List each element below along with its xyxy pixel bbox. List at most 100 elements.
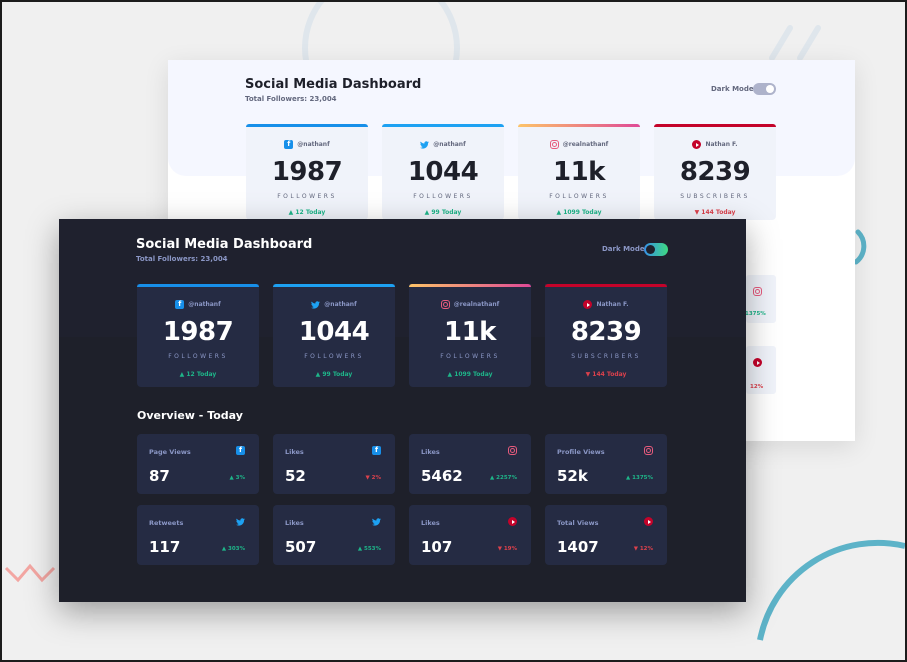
light-card-instagram[interactable]: @realnathanf 11k FOLLOWERS ▲ 1099 Today [518, 124, 640, 220]
twitter-icon [311, 300, 321, 309]
facebook-icon: f [372, 446, 381, 455]
card-head: @realnathanf [518, 140, 640, 149]
overview-label: Total Views [557, 519, 599, 527]
card-count: 8239 [570, 317, 642, 347]
dark-card-twitter[interactable]: @nathanf 1044 FOLLOWERS ▲ 99 Today [273, 284, 395, 387]
card-caption: FOLLOWERS [440, 353, 500, 360]
card-head: f @nathanf [137, 300, 259, 309]
dark-card-facebook[interactable]: f @nathanf 1987 FOLLOWERS ▲ 12 Today [137, 284, 259, 387]
overview-value: 5462 [421, 467, 463, 485]
overview-card-youtube-likes[interactable]: Likes 107 ▼ 19% [409, 505, 531, 565]
twitter-icon [372, 517, 381, 526]
overview-pct: 1375% [745, 311, 766, 317]
overview-label: Profile Views [557, 448, 605, 456]
card-handle: @nathanf [188, 301, 221, 308]
youtube-icon [508, 517, 517, 526]
light-total-followers: Total Followers: 23,004 [245, 95, 337, 103]
facebook-icon: f [284, 140, 294, 149]
overview-card-facebook-likes[interactable]: Likes f 52 ▼ 2% [273, 434, 395, 494]
overview-label: Likes [285, 448, 304, 456]
card-count: 1044 [298, 317, 370, 347]
instagram-icon [753, 287, 762, 296]
light-card-facebook[interactable]: f @nathanf 1987 FOLLOWERS ▲ 12 Today [246, 124, 368, 220]
light-page-title: Social Media Dashboard [245, 77, 422, 92]
overview-card-facebook-page-views[interactable]: Page Views f 87 ▲ 3% [137, 434, 259, 494]
instagram-icon [644, 446, 653, 455]
card-caption: SUBSCRIBERS [571, 353, 641, 360]
dark-dark-mode-label: Dark Mode [602, 245, 645, 253]
overview-pct: ▲ 2257% [490, 475, 517, 481]
facebook-icon: f [236, 446, 245, 455]
card-caption: SUBSCRIBERS [680, 193, 750, 200]
card-accent-bar [409, 284, 531, 287]
decor-zigzag [4, 563, 56, 583]
instagram-icon [440, 300, 450, 309]
overview-value: 507 [285, 538, 317, 556]
light-overview-card-instagram[interactable]: 1375% [745, 275, 776, 323]
card-accent-bar [273, 284, 395, 287]
dark-mode-toggle[interactable] [644, 243, 668, 256]
twitter-icon [420, 140, 430, 149]
overview-pct: ▲ 1375% [626, 475, 653, 481]
card-handle: Nathan F. [596, 301, 629, 308]
card-handle: @nathanf [433, 141, 466, 148]
toggle-knob [766, 85, 774, 93]
card-accent-bar [654, 124, 776, 127]
card-delta: ▲ 12 Today [179, 371, 217, 378]
card-caption: FOLLOWERS [168, 353, 228, 360]
overview-card-instagram-likes[interactable]: Likes 5462 ▲ 2257% [409, 434, 531, 494]
overview-title: Overview - Today [137, 409, 243, 422]
overview-card-twitter-likes[interactable]: Likes 507 ▲ 553% [273, 505, 395, 565]
card-accent-bar [545, 284, 667, 287]
card-count: 11k [444, 317, 496, 347]
light-overview-card-youtube[interactable]: 12% [746, 346, 776, 394]
card-delta: ▲ 99 Today [315, 371, 353, 378]
youtube-icon [692, 140, 702, 149]
overview-pct: ▲ 3% [229, 475, 245, 481]
youtube-icon [644, 517, 653, 526]
overview-label: Likes [421, 448, 440, 456]
overview-card-youtube-total-views[interactable]: Total Views 1407 ▼ 12% [545, 505, 667, 565]
youtube-icon [753, 358, 762, 367]
dark-card-instagram[interactable]: @realnathanf 11k FOLLOWERS ▲ 1099 Today [409, 284, 531, 387]
card-caption: FOLLOWERS [549, 193, 609, 200]
overview-value: 52k [557, 467, 588, 485]
dark-dashboard-preview: Social Media Dashboard Total Followers: … [59, 219, 746, 602]
card-head: @nathanf [273, 300, 395, 309]
card-delta: ▼ 144 Today [694, 209, 736, 216]
overview-value: 1407 [557, 538, 599, 556]
card-caption: FOLLOWERS [304, 353, 364, 360]
overview-value: 117 [149, 538, 181, 556]
twitter-icon [236, 517, 245, 526]
card-head: f @nathanf [246, 140, 368, 149]
decor-slash-1 [769, 25, 793, 61]
card-handle: @nathanf [324, 301, 357, 308]
overview-pct: ▼ 12% [633, 546, 653, 552]
overview-card-instagram-profile-views[interactable]: Profile Views 52k ▲ 1375% [545, 434, 667, 494]
dark-card-youtube[interactable]: Nathan F. 8239 SUBSCRIBERS ▼ 144 Today [545, 284, 667, 387]
card-delta: ▲ 99 Today [424, 209, 462, 216]
card-delta: ▲ 12 Today [288, 209, 326, 216]
light-card-twitter[interactable]: @nathanf 1044 FOLLOWERS ▲ 99 Today [382, 124, 504, 220]
decor-teal-arc-right [853, 229, 867, 265]
card-accent-bar [518, 124, 640, 127]
overview-label: Page Views [149, 448, 191, 456]
card-count: 1987 [162, 317, 234, 347]
card-head: Nathan F. [545, 300, 667, 309]
card-handle: Nathan F. [705, 141, 738, 148]
dark-total-followers: Total Followers: 23,004 [136, 255, 228, 263]
card-accent-bar [137, 284, 259, 287]
card-delta: ▲ 1099 Today [447, 371, 493, 378]
card-head: @realnathanf [409, 300, 531, 309]
facebook-icon: f [175, 300, 185, 309]
light-card-youtube[interactable]: Nathan F. 8239 SUBSCRIBERS ▼ 144 Today [654, 124, 776, 220]
light-dark-mode-label: Dark Mode [711, 85, 754, 93]
card-count: 8239 [679, 157, 751, 187]
card-count: 1987 [271, 157, 343, 187]
card-delta: ▼ 144 Today [585, 371, 627, 378]
overview-value: 52 [285, 467, 306, 485]
overview-card-twitter-retweets[interactable]: Retweets 117 ▲ 303% [137, 505, 259, 565]
light-dark-mode-toggle[interactable] [753, 83, 776, 95]
card-head: Nathan F. [654, 140, 776, 149]
card-accent-bar [382, 124, 504, 127]
